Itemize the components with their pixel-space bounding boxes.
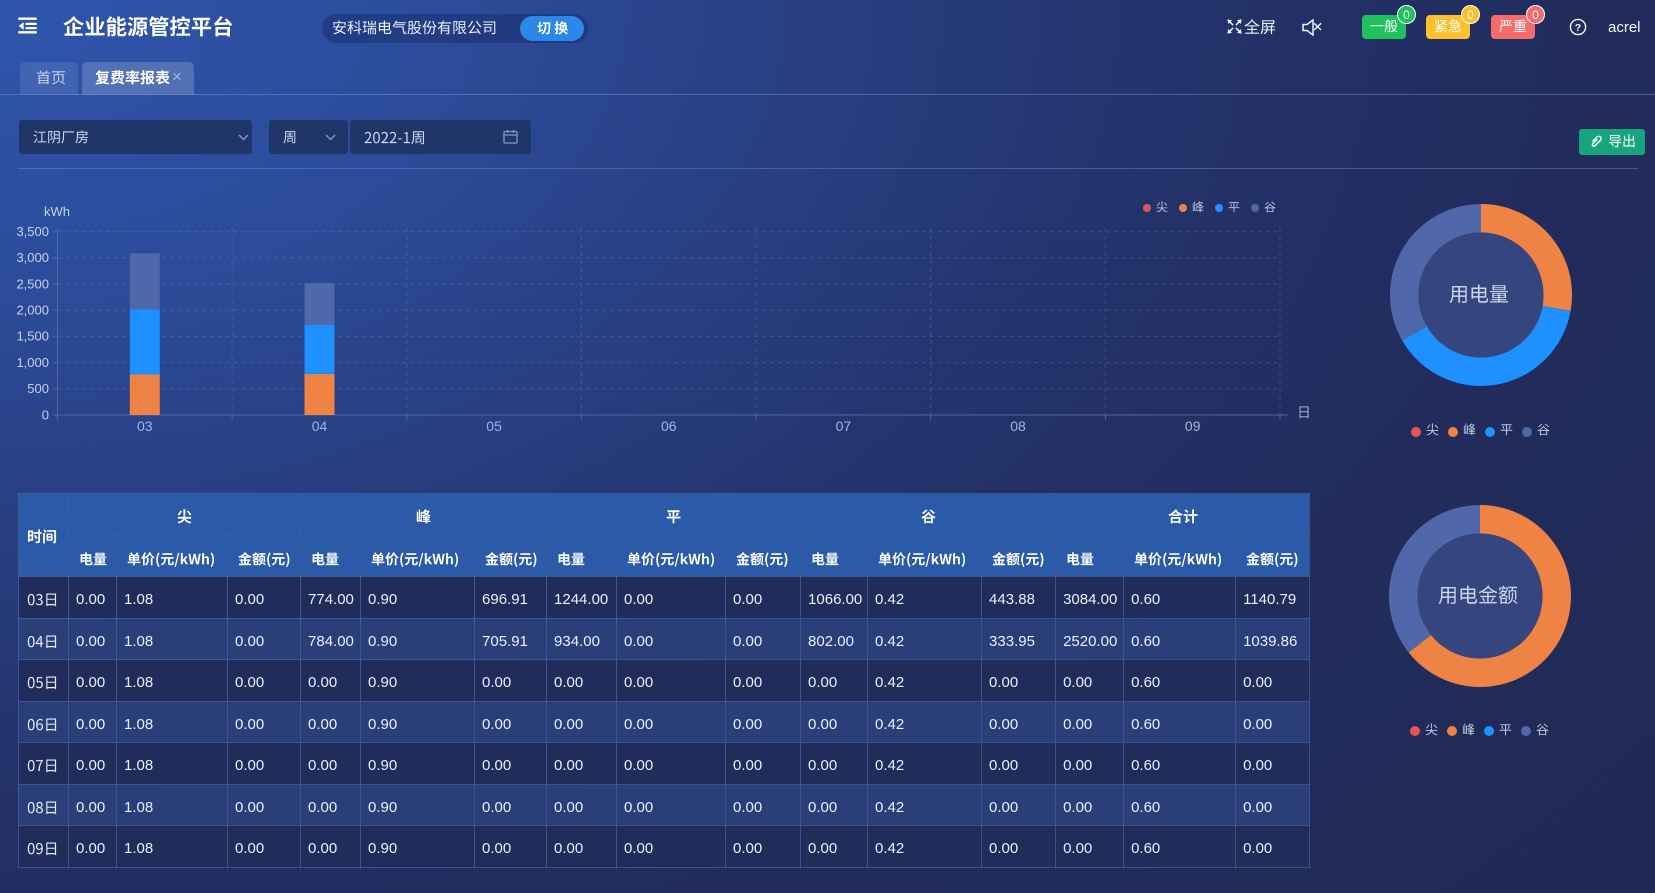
svg-text:1,000: 1,000	[16, 355, 49, 370]
svg-text:500: 500	[27, 381, 49, 396]
svg-text:03: 03	[137, 418, 153, 434]
svg-text:06: 06	[661, 418, 677, 434]
svg-text:04: 04	[312, 418, 328, 434]
svg-text:2,000: 2,000	[16, 303, 49, 318]
svg-text:1,500: 1,500	[16, 329, 49, 344]
svg-text:07: 07	[836, 418, 852, 434]
svg-text:0: 0	[42, 407, 49, 422]
svg-text:3,000: 3,000	[16, 250, 49, 265]
svg-text:?: ?	[1575, 22, 1581, 34]
svg-text:05: 05	[486, 418, 502, 434]
svg-text:2,500: 2,500	[16, 276, 49, 291]
svg-text:09: 09	[1185, 418, 1201, 434]
svg-text:3,500: 3,500	[16, 224, 49, 239]
svg-text:08: 08	[1010, 418, 1026, 434]
